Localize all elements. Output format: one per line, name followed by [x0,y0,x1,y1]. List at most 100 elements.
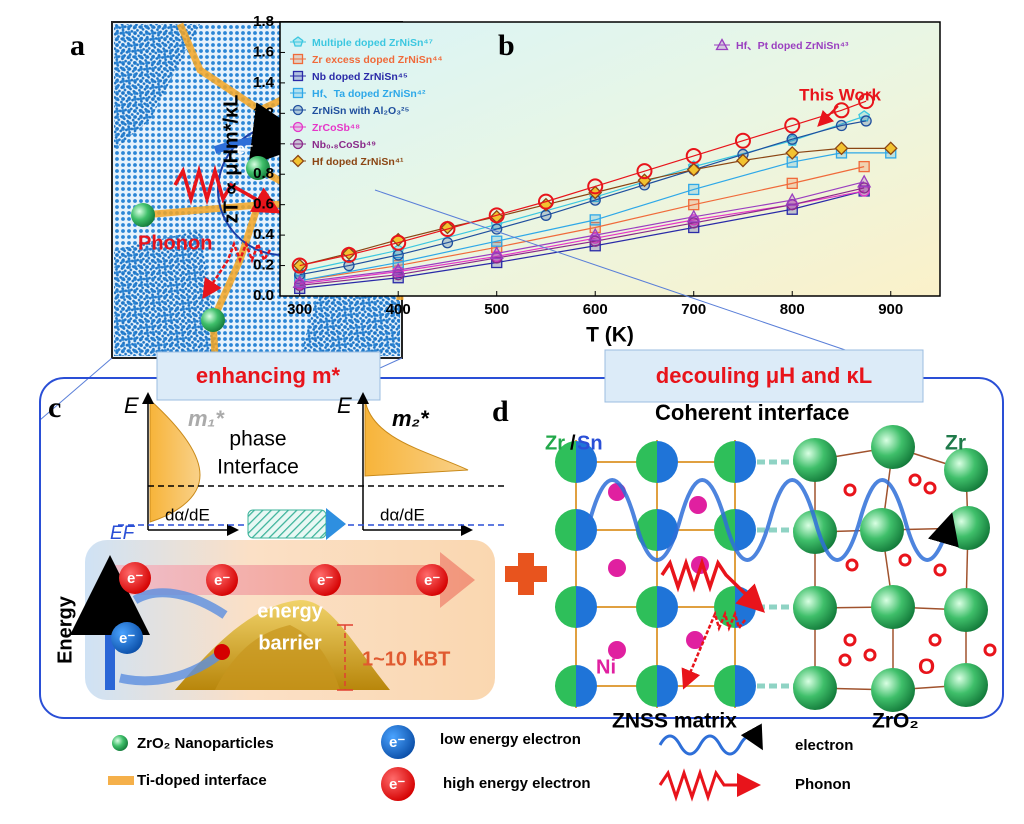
barrier-height: 1~10 kBT [362,648,450,670]
connector [374,189,861,356]
legend-symbol [658,723,763,756]
marker [540,209,552,221]
chart: 0.0 0.2 0.4 0.6 0.8 1.0 1.2 1.4 1.6 1.8 300 400 500 6… [220,13,941,347]
marker [688,199,700,211]
x-tick-label: 900 [878,301,903,318]
zr-atom [793,510,837,554]
axis-label: dα/dE [380,505,425,524]
o-atom [845,558,859,572]
o-atom [908,473,922,487]
element-label: Ni [596,656,616,678]
marker [292,138,304,150]
marker [833,102,850,119]
y-axis-label: zT ∝ μHm*/κL [220,95,242,224]
sn-half [735,509,756,551]
marker [392,272,404,284]
nanoparticle [131,203,155,227]
series-line [299,181,865,283]
banner [604,349,924,403]
marker [340,246,357,263]
marker [786,133,798,145]
ni-atom [689,496,707,514]
legend-text: Hf doped ZrNiSn⁴¹ [312,156,404,168]
series-line [299,100,867,267]
panel-label: b [498,29,515,62]
legend-text: low energy electron [440,731,581,748]
panel-label: a [70,29,85,62]
panel-label: d [492,395,509,428]
zr-atom [871,425,915,469]
y-tick-label: 0.4 [253,226,275,243]
legend-symbol [658,768,761,802]
zr-atom [944,663,988,707]
legend-symbol [108,776,134,785]
y-tick-label: 0.8 [253,165,274,182]
o-atom [983,643,997,657]
plot-frame [279,21,941,297]
energy-axis-label: Energy [54,595,76,664]
legend-text: Nb doped ZrNiSn⁴⁵ [312,71,408,83]
marker [589,235,601,247]
marker [292,53,304,65]
panel-label: c [48,391,61,424]
fermi-label: EF [110,523,136,544]
banner-text: enhancing m* [196,363,341,388]
marker [883,141,898,156]
marker [343,259,355,272]
legend-text: Nb₀.₈CoSb⁴⁹ [312,139,376,151]
o-atom [923,481,937,495]
matrix-label: ZrO₂ [872,710,919,733]
marker [589,221,601,234]
electron-label: e⁻ [424,572,440,589]
legend-text: ZrO₂ Nanoparticles [137,735,274,752]
sn-half [576,665,597,707]
legend-text: Hf、Ta doped ZrNiSn⁴² [312,88,426,100]
marker [685,147,702,164]
panel-d [555,425,997,712]
sn-half [576,586,597,628]
o-atom [928,633,942,647]
connector [39,357,113,421]
marker [736,153,750,168]
legend-symbol-text: e⁻ [389,734,405,751]
zr-half [555,665,576,707]
marker [835,119,848,132]
zr-half [714,586,735,628]
marker [291,154,305,168]
zr-half [714,441,735,483]
axis-label: dα/dE [165,505,210,524]
y-tick-label: 0.6 [253,196,274,213]
series-line [299,120,867,276]
marker [734,132,751,149]
phonon-wave [660,557,766,613]
sn-half [657,586,678,628]
marker [688,217,700,229]
marker [537,193,554,210]
marker [688,183,700,196]
y-tick-label: 1.8 [253,13,274,30]
o-atom [843,633,857,647]
sn-half [657,441,678,483]
zr-atom [871,585,915,629]
marker [342,246,356,261]
o-atom [838,653,852,667]
ni-atom [608,559,626,577]
ni-atom [608,641,626,659]
legend-text: ZrCoSb⁴⁸ [312,122,360,134]
x-tick-label: 400 [386,301,411,318]
sn-half [576,509,597,551]
sn-half [576,441,597,483]
mass-label: m₁* [188,406,225,431]
marker [292,70,304,82]
legend-text: ZrNiSn with Al₂O₃²⁵ [312,105,410,117]
plus [518,553,534,595]
marker [292,87,304,99]
marker [491,235,503,247]
interface-label: phase [229,428,286,451]
zr-half [555,441,576,483]
marker [391,262,406,276]
legend-symbol [381,725,415,759]
element-label: Zr [545,432,565,454]
legend-symbol [381,767,415,801]
